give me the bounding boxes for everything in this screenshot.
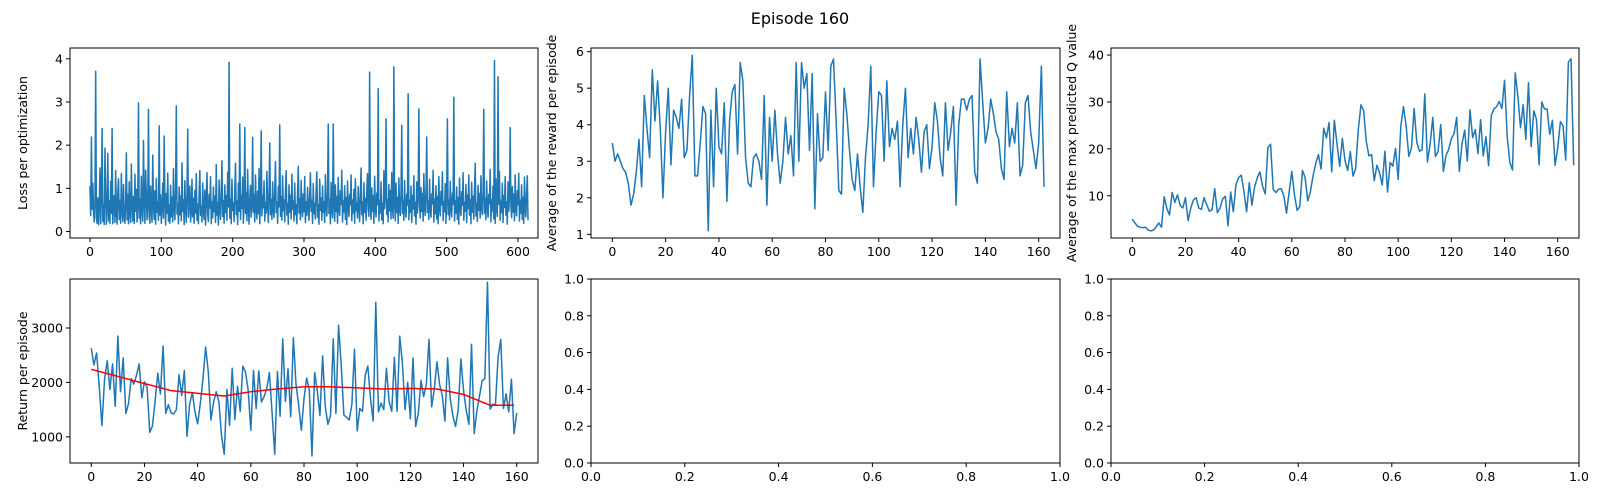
x-tick-label: 40 [711, 244, 727, 259]
x-tick-label: 0.4 [769, 469, 789, 484]
y-tick-label: 0 [55, 224, 63, 239]
subplot-5: 0.0 0.2 0.4 0.6 0.8 1.0 0.0 0.2 0.4 0.6 0.8 1.0 [564, 272, 1070, 485]
x-tick-label: 120 [920, 244, 944, 259]
y-tick-label: 4 [55, 51, 63, 66]
y-tick-label: 2 [55, 138, 63, 153]
y-tick-label: 0.4 [564, 382, 584, 397]
y-tick-label: 0.2 [564, 419, 584, 434]
y-tick-label: 0.0 [564, 456, 584, 471]
x-tick-label: 100 [867, 244, 891, 259]
x-tick-label: 1.0 [1569, 469, 1589, 484]
y-axis-label: Return per episode [15, 311, 30, 430]
x-tick-label: 140 [452, 469, 476, 484]
series-line-1 [90, 281, 518, 457]
y-tick-label: 0.4 [1084, 382, 1104, 397]
x-tick-label: 0 [1128, 244, 1136, 259]
x-tick-label: 0.4 [1288, 469, 1308, 484]
x-tick-label: 20 [137, 469, 153, 484]
y-tick-label: 2 [576, 190, 584, 205]
x-tick-label: 400 [363, 244, 387, 259]
subplot-4: 0 20 40 60 80 100 120 140 160 1000 2000 3000Return … [15, 278, 539, 484]
x-tick-label: 140 [1493, 244, 1517, 259]
x-tick-label: 120 [1439, 244, 1463, 259]
y-tick-label: 30 [1088, 94, 1104, 109]
y-tick-label: 3 [576, 154, 584, 169]
x-tick-label: 80 [296, 469, 312, 484]
x-tick-label: 500 [435, 244, 459, 259]
x-tick-label: 0 [87, 469, 95, 484]
x-tick-label: 40 [190, 469, 206, 484]
subplot-6: 0.0 0.2 0.4 0.6 0.8 1.0 0.0 0.2 0.4 0.6 0.8 1.0 [1084, 272, 1589, 485]
x-tick-label: 40 [1231, 244, 1247, 259]
subplot-1: 0 100 200 300 400 500 600 0 1 2 3 4 Loss per optimiz… [15, 47, 539, 259]
y-tick-label: 0.8 [1084, 308, 1104, 323]
y-axis-label: Loss per optimization [15, 76, 30, 210]
series-line-1 [1131, 58, 1575, 232]
y-axis-label: Average of the max predicted Q value [1064, 24, 1079, 263]
x-tick-label: 60 [1284, 244, 1300, 259]
axes-frame [1110, 47, 1580, 239]
x-tick-label: 80 [1337, 244, 1353, 259]
x-tick-label: 0.0 [1101, 469, 1121, 484]
y-tick-label: 40 [1088, 48, 1104, 63]
x-tick-label: 160 [505, 469, 529, 484]
x-tick-label: 1.0 [1050, 469, 1070, 484]
x-tick-label: 0.6 [862, 469, 882, 484]
y-tick-label: 20 [1088, 141, 1104, 156]
x-tick-label: 160 [1027, 244, 1051, 259]
x-tick-label: 0.0 [581, 469, 601, 484]
x-tick-label: 20 [1178, 244, 1194, 259]
y-tick-label: 10 [1088, 188, 1104, 203]
y-tick-label: 0.6 [564, 345, 584, 360]
axes-frame [590, 278, 1061, 464]
x-tick-label: 0 [86, 244, 94, 259]
x-tick-label: 80 [818, 244, 834, 259]
y-tick-label: 4 [576, 117, 584, 132]
subplot-2: 0 20 40 60 80 100 120 140 160 1 2 3 4 5 6 Average of th… [544, 34, 1061, 259]
series-line-1 [611, 54, 1045, 232]
x-tick-label: 120 [398, 469, 422, 484]
x-tick-label: 160 [1546, 244, 1570, 259]
x-tick-label: 0.8 [1475, 469, 1495, 484]
series-line-2 [91, 368, 515, 407]
x-tick-label: 0.2 [1195, 469, 1215, 484]
y-tick-label: 0.2 [1084, 419, 1104, 434]
y-tick-label: 0.0 [1084, 456, 1104, 471]
x-tick-label: 140 [973, 244, 997, 259]
y-tick-label: 2000 [31, 375, 63, 390]
y-axis-label: Average of the reward per episode [544, 34, 559, 251]
y-tick-label: 0.8 [564, 308, 584, 323]
y-tick-label: 1 [55, 181, 63, 196]
x-tick-label: 0.8 [956, 469, 976, 484]
x-tick-label: 0.6 [1382, 469, 1402, 484]
x-tick-label: 300 [292, 244, 316, 259]
y-tick-label: 1 [576, 227, 584, 242]
y-tick-label: 1000 [31, 429, 63, 444]
y-tick-label: 0.6 [1084, 345, 1104, 360]
y-tick-label: 3 [55, 94, 63, 109]
x-tick-label: 20 [658, 244, 674, 259]
x-tick-label: 200 [221, 244, 245, 259]
y-tick-label: 1.0 [1084, 272, 1104, 287]
x-tick-label: 600 [506, 244, 530, 259]
x-tick-label: 60 [764, 244, 780, 259]
x-tick-label: 100 [1386, 244, 1410, 259]
x-tick-label: 0 [608, 244, 616, 259]
x-tick-label: 0.2 [675, 469, 695, 484]
subplot-3: 0 20 40 60 80 100 120 140 160 10 20 30 40 Average of … [1064, 24, 1580, 263]
y-tick-label: 5 [576, 81, 584, 96]
y-tick-label: 1.0 [564, 272, 584, 287]
y-tick-label: 3000 [31, 320, 63, 335]
x-tick-label: 60 [243, 469, 259, 484]
figure-suptitle: Episode 160 [751, 9, 849, 28]
axes-frame [1110, 278, 1580, 464]
y-tick-label: 6 [576, 44, 584, 59]
x-tick-label: 100 [345, 469, 369, 484]
x-tick-label: 100 [149, 244, 173, 259]
series-line-1 [89, 59, 529, 226]
